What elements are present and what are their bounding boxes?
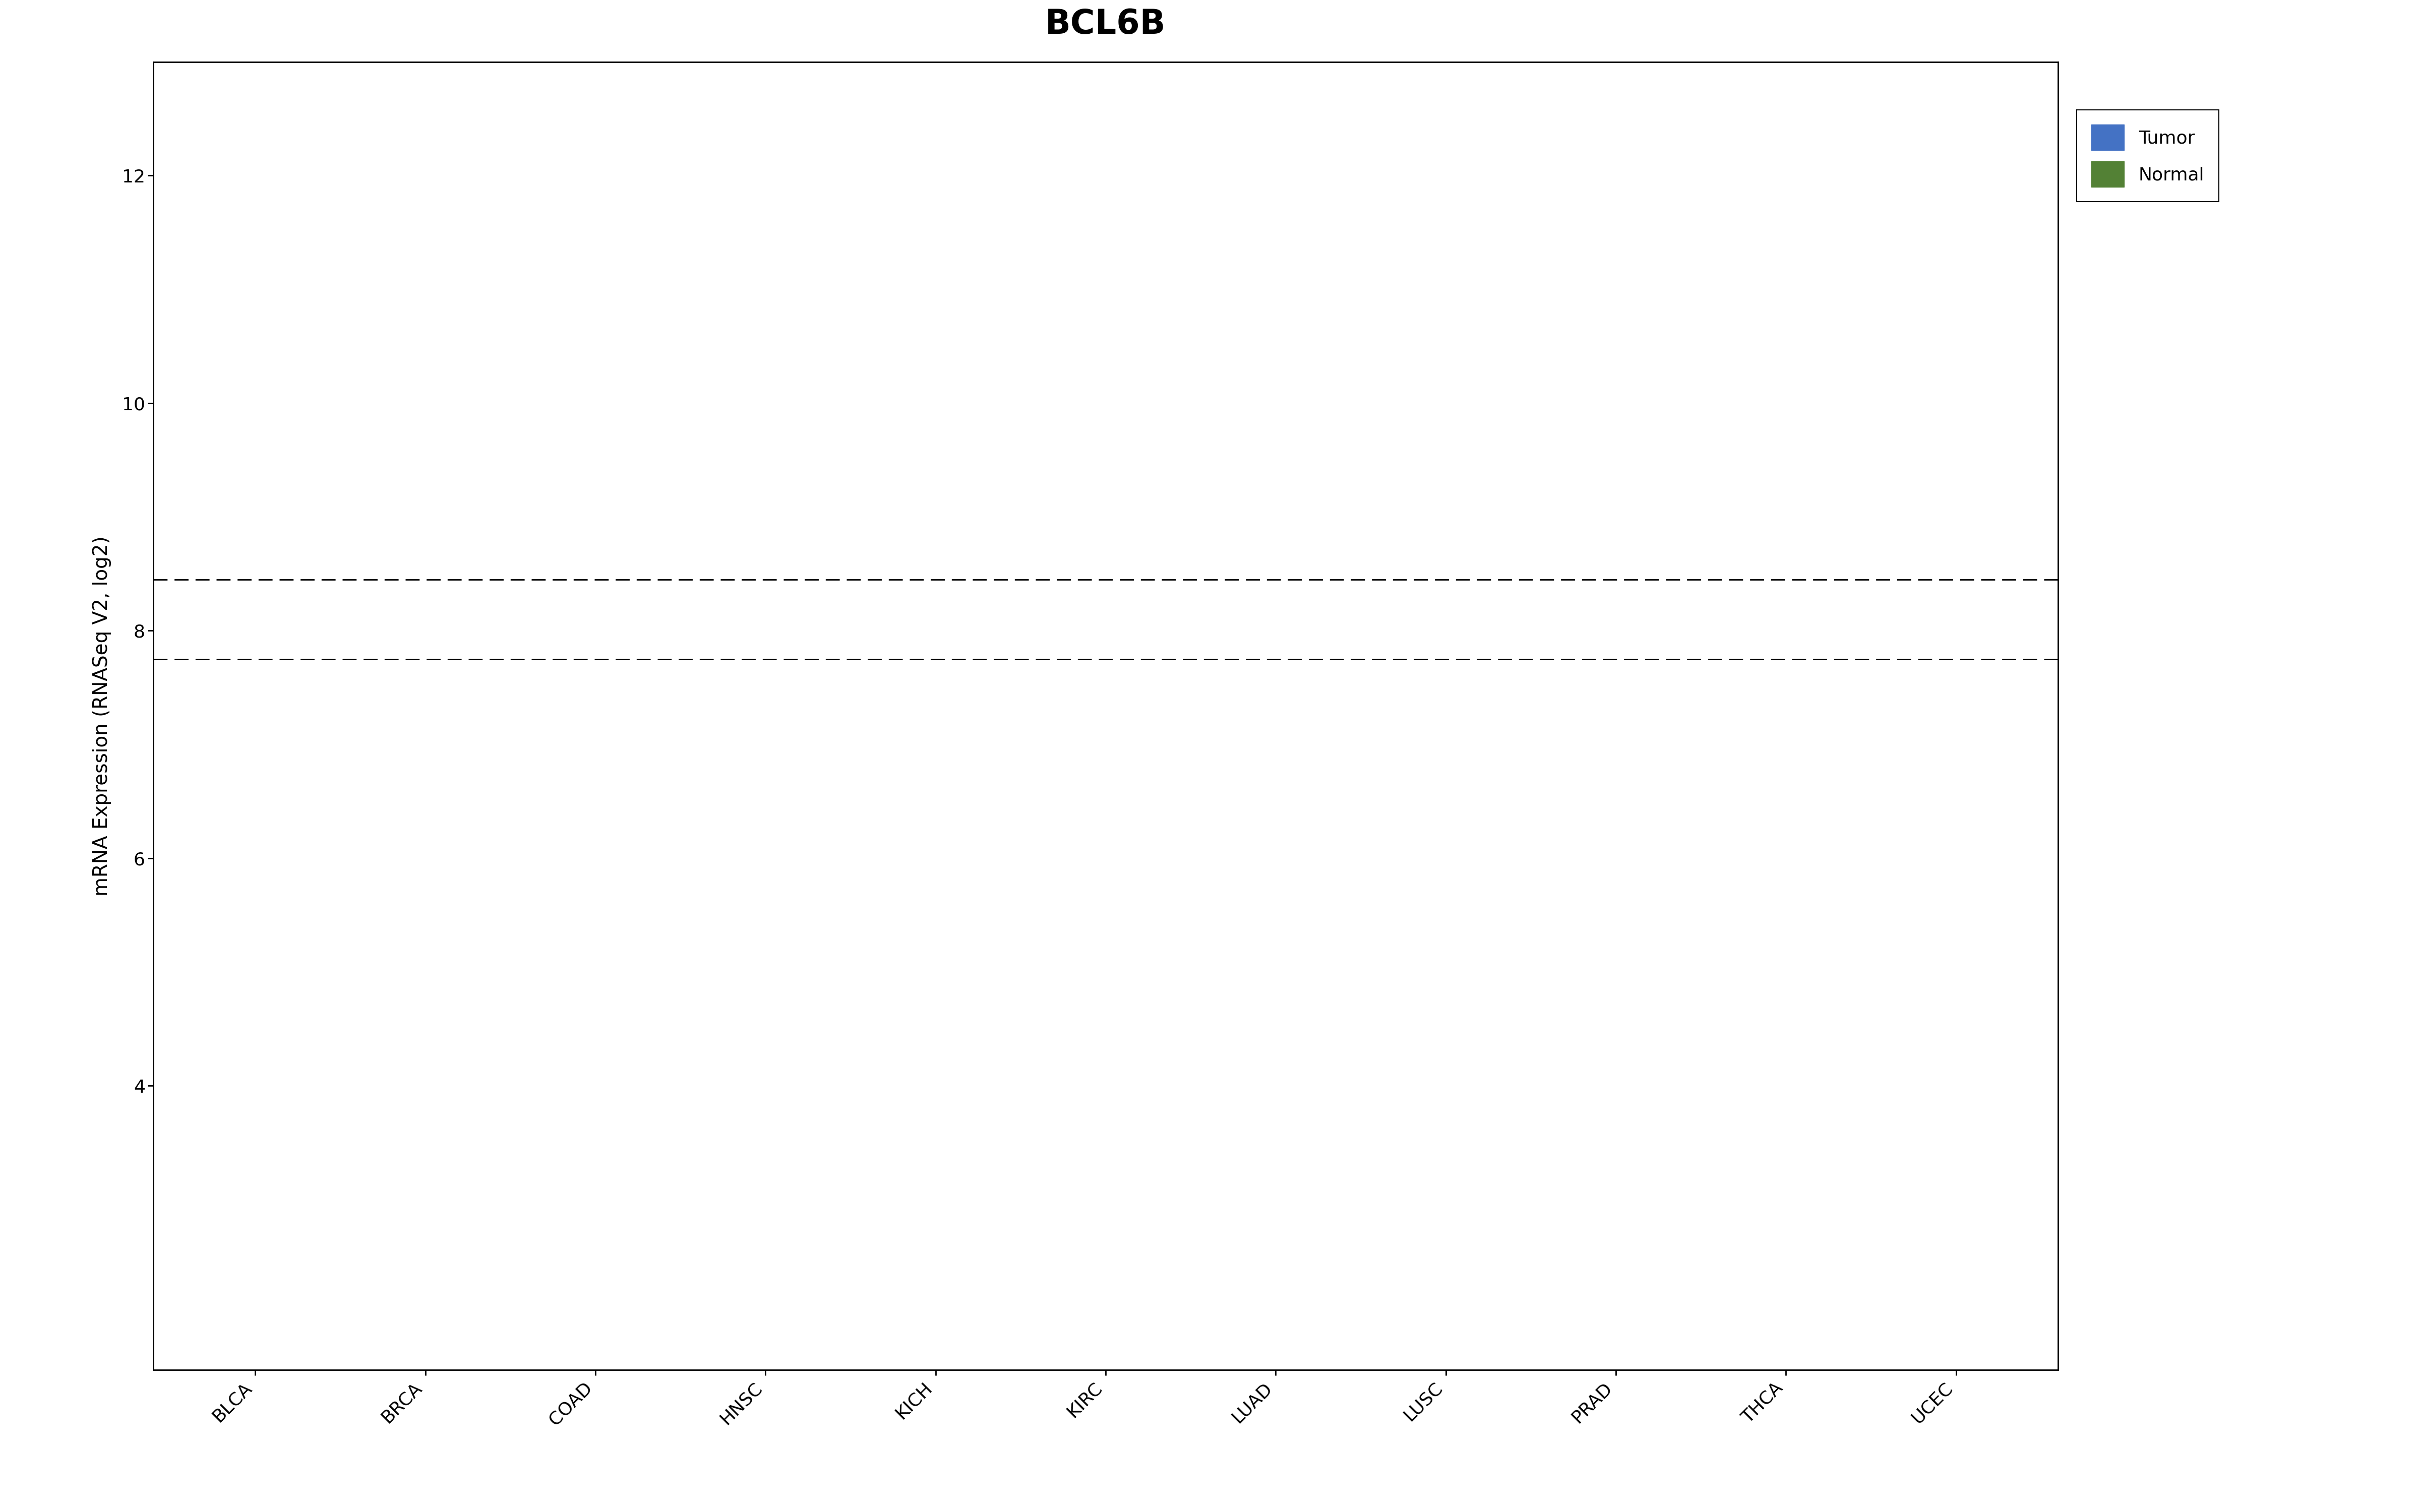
- Legend: Tumor, Normal: Tumor, Normal: [2076, 110, 2219, 201]
- Title: BCL6B: BCL6B: [1045, 8, 1166, 41]
- Y-axis label: mRNA Expression (RNASeq V2, log2): mRNA Expression (RNASeq V2, log2): [92, 535, 111, 897]
